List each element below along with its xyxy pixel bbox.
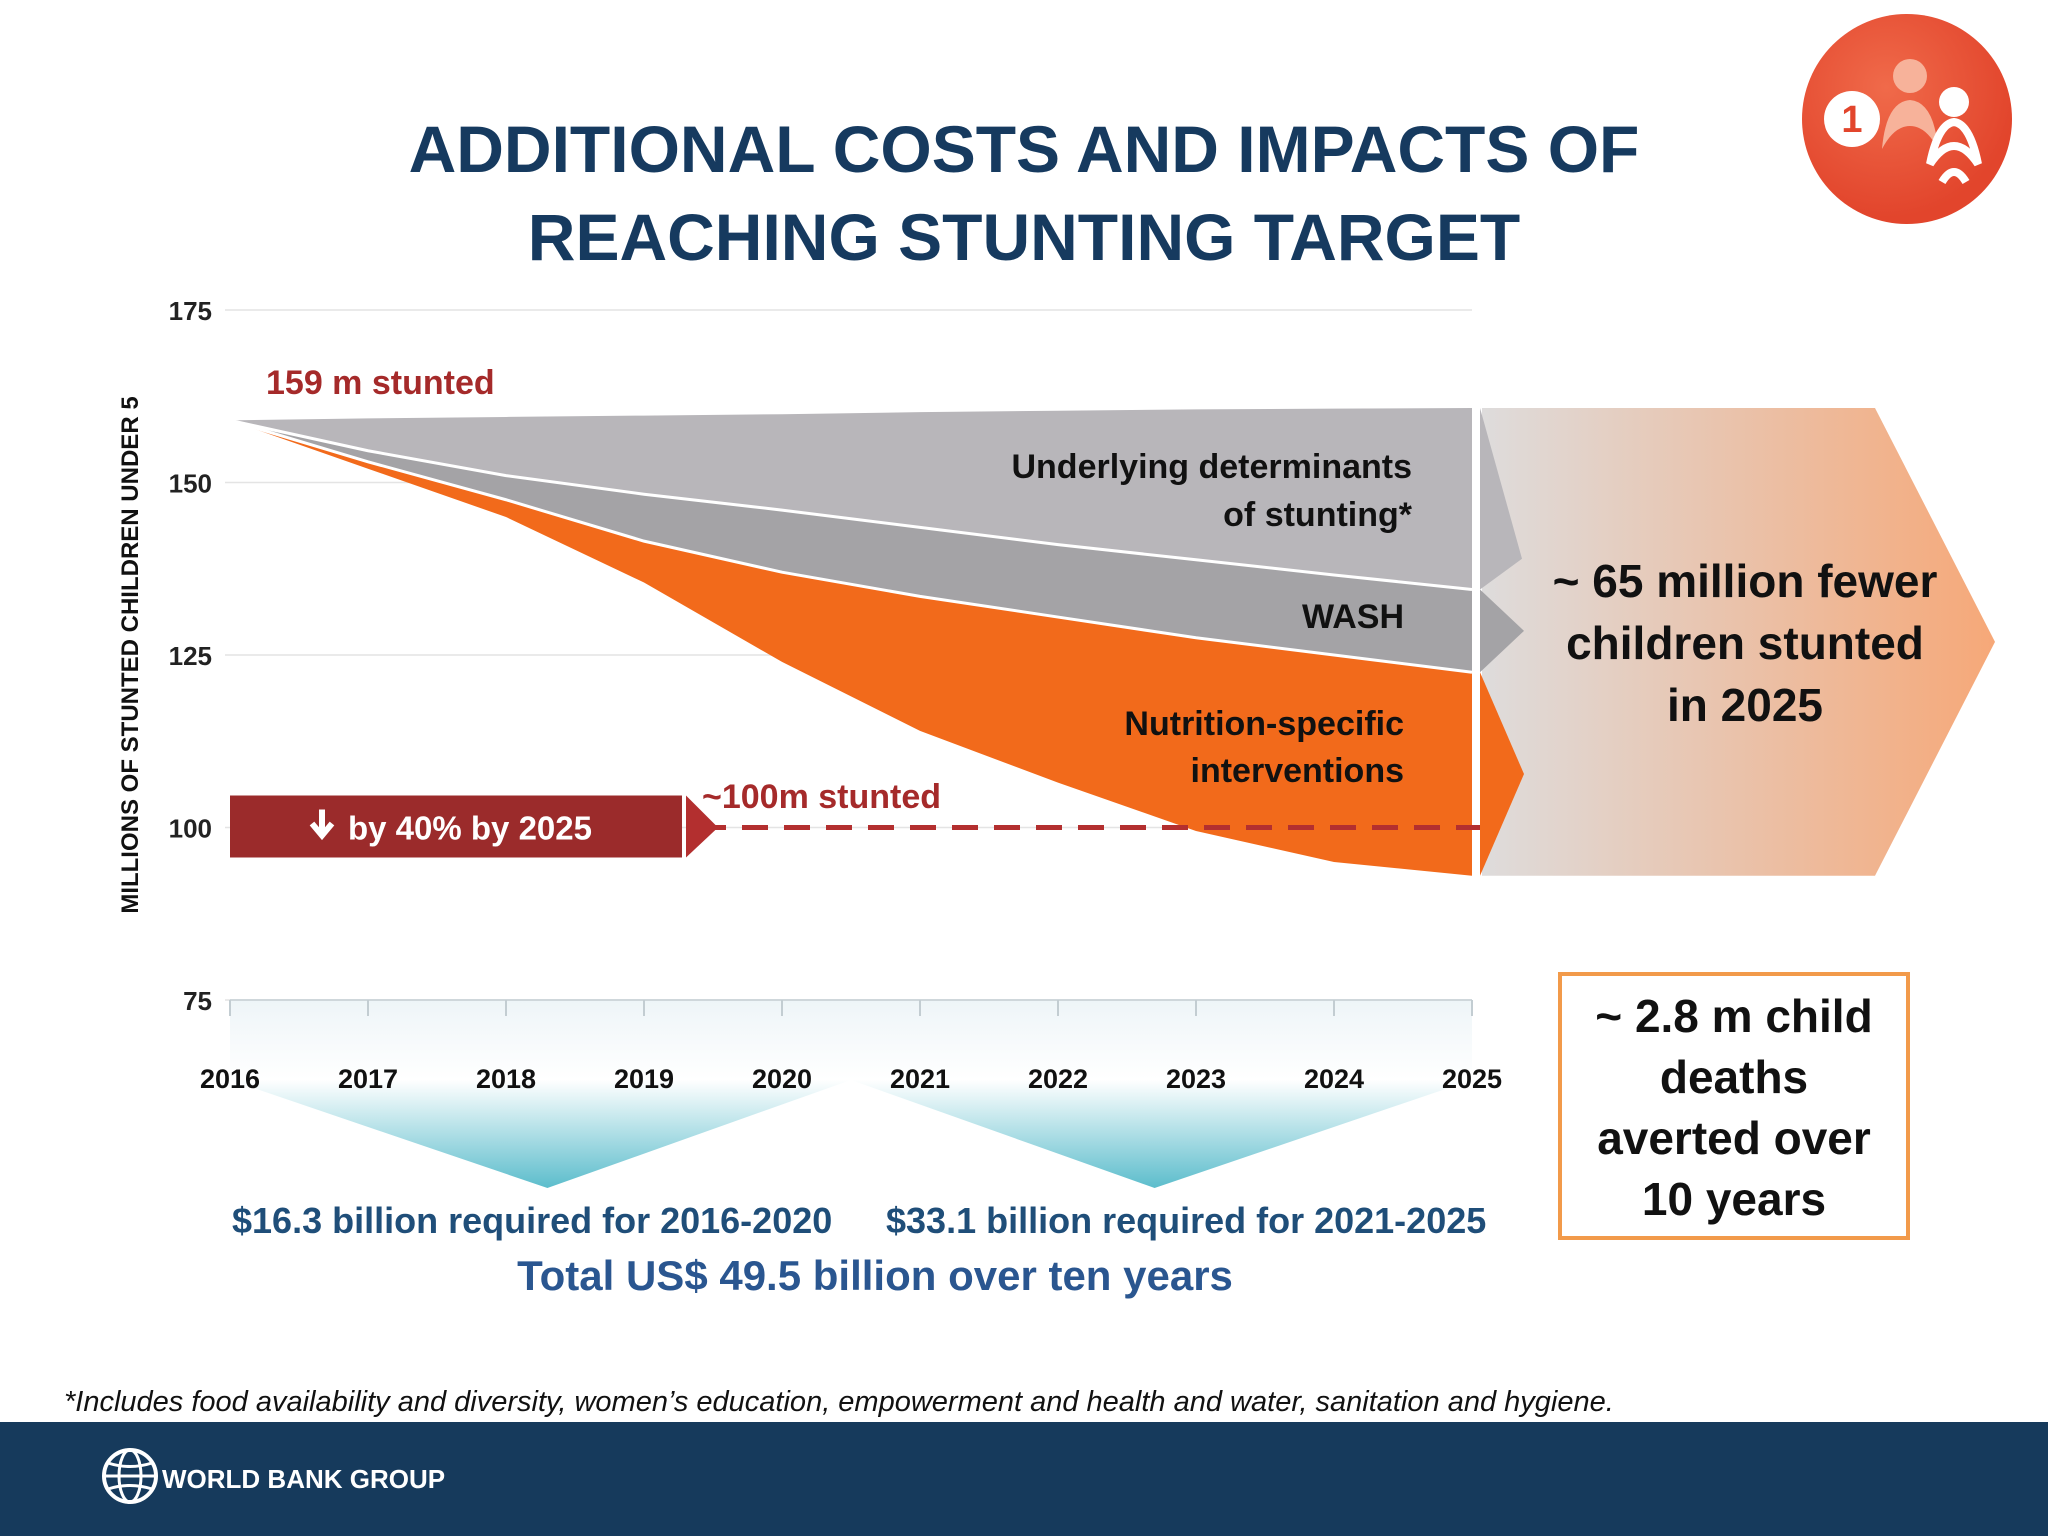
- page-title: ADDITIONAL COSTS AND IMPACTS OF REACHING…: [0, 105, 2048, 281]
- deaths-line-2: deaths: [1659, 1051, 1809, 1103]
- target-arrow-label: by 40% by 2025: [348, 810, 592, 847]
- stunting-chart: 175 150 125 100 75 2016 2017 2018 2019 2020 2021 20…: [117, 296, 1995, 1188]
- nutrition-label-1: Nutrition-specific: [1124, 705, 1404, 743]
- separator-wash: [229, 418, 1473, 591]
- cost-chevron-2: [851, 1080, 1472, 1188]
- fewer-line-1: ~ 65 million fewer: [1552, 555, 1938, 607]
- x-tick-label-2019: 2019: [614, 1064, 674, 1094]
- cost-chevron-1: [230, 1080, 851, 1188]
- area-wash: [230, 420, 1472, 673]
- cost-total: Total US$ 49.5 billion over ten years: [517, 1252, 1233, 1299]
- cost-period-2: $33.1 billion required for 2021-2025: [886, 1200, 1487, 1241]
- target-arrow-bar: [230, 795, 682, 858]
- x-tick-label-2021: 2021: [890, 1064, 950, 1094]
- arrowhead-wash: [1480, 589, 1524, 673]
- x-tick-label-2016: 2016: [200, 1064, 260, 1094]
- y-tick-label-100: 100: [169, 814, 212, 844]
- arrowhead-underlying: [1480, 407, 1522, 590]
- globe-icon: [102, 1448, 158, 1504]
- underlying-label-1: Underlying determinants: [1011, 448, 1412, 486]
- deaths-line-1: ~ 2.8 m child: [1595, 990, 1873, 1042]
- title-line-1: ADDITIONAL COSTS AND IMPACTS OF: [408, 112, 1640, 186]
- footnote: *Includes food availability and diversit…: [64, 1386, 1614, 1418]
- mother-child-badge: 1: [1802, 14, 2012, 224]
- fewer-line-2: children stunted: [1566, 617, 1924, 669]
- wash-label: WASH: [1302, 598, 1404, 636]
- start-value-label: 159 m stunted: [266, 364, 495, 402]
- area-nutrition-specific: [230, 420, 1472, 876]
- nutrition-label-2: interventions: [1191, 752, 1404, 790]
- underlying-label-2: of stunting*: [1223, 496, 1413, 534]
- x-tick-label-2018: 2018: [476, 1064, 536, 1094]
- footer-org-name: WORLD BANK GROUP: [162, 1464, 446, 1494]
- x-tick-label-2022: 2022: [1028, 1064, 1088, 1094]
- title-line-2: REACHING STUNTING TARGET: [527, 200, 1521, 274]
- deaths-line-3: averted over: [1597, 1112, 1871, 1164]
- fewer-stunted-callout: ~ 65 million fewer children stunted in 2…: [1530, 550, 1960, 736]
- deaths-line-4: 10 years: [1641, 1173, 1827, 1225]
- area-underlying-determinants: [230, 407, 1472, 590]
- x-axis-band: [230, 1000, 1472, 1080]
- down-arrow-icon: [309, 809, 335, 841]
- fewer-line-3: in 2025: [1667, 679, 1823, 731]
- x-tick-label-2017: 2017: [338, 1064, 398, 1094]
- x-tick-label-2023: 2023: [1166, 1064, 1226, 1094]
- arrowhead-nutrition: [1480, 672, 1524, 876]
- y-tick-label-175: 175: [169, 296, 212, 326]
- footer-bar: WORLD BANK GROUP: [0, 1422, 2048, 1536]
- x-tick-label-2024: 2024: [1304, 1064, 1364, 1094]
- deaths-averted-box: ~ 2.8 m child deaths averted over 10 yea…: [1558, 972, 1910, 1240]
- target-arrowhead: [686, 795, 718, 858]
- target-value-label: ~100m stunted: [702, 778, 941, 816]
- y-tick-label-75: 75: [183, 986, 212, 1016]
- big-impact-arrow: [1482, 407, 1995, 876]
- x-tick-label-2020: 2020: [752, 1064, 812, 1094]
- separator-nutrition-specific-interventions: [229, 418, 1473, 674]
- mother-child-icon: 1: [1824, 59, 1982, 185]
- y-tick-label-125: 125: [169, 641, 212, 671]
- y-tick-label-150: 150: [169, 469, 212, 499]
- y-axis-title: MILLIONS OF STUNTED CHILDREN UNDER 5: [117, 396, 144, 913]
- x-tick-label-2025: 2025: [1442, 1064, 1502, 1094]
- cost-period-1: $16.3 billion required for 2016-2020: [232, 1200, 833, 1241]
- badge-number: 1: [1841, 99, 1862, 141]
